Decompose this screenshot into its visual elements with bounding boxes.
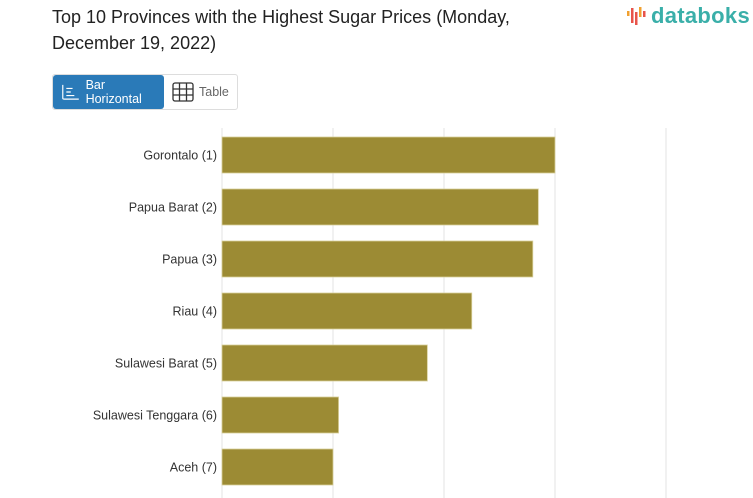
bar[interactable]: [221, 344, 428, 382]
table-icon: [172, 82, 194, 102]
bar[interactable]: [221, 292, 473, 330]
category-label: Riau (4): [173, 305, 217, 319]
chart-title: Top 10 Provinces with the Highest Sugar …: [52, 7, 510, 53]
logo-text: databoks: [651, 3, 750, 28]
bar[interactable]: [221, 188, 539, 226]
bar-horizontal-button[interactable]: Bar Horizontal: [53, 75, 164, 109]
databoks-logo-icon: [627, 7, 646, 25]
view-toggle: Bar Horizontal Table: [52, 74, 238, 110]
bar[interactable]: [221, 136, 556, 174]
bar[interactable]: [221, 240, 534, 278]
category-label: Sulawesi Barat (5): [115, 357, 217, 371]
category-label: Sulawesi Tenggara (6): [93, 409, 217, 423]
bar-chart-icon: [62, 84, 79, 100]
category-label: Papua (3): [162, 253, 217, 267]
databoks-logo: databoks: [626, 3, 750, 29]
table-label: Table: [199, 85, 229, 99]
table-button[interactable]: Table: [164, 75, 237, 109]
bar[interactable]: [221, 396, 339, 434]
bar[interactable]: [221, 448, 334, 486]
category-label: Aceh (7): [170, 461, 217, 475]
category-label: Gorontalo (1): [143, 149, 217, 163]
bar-horizontal-label: Bar Horizontal: [85, 78, 142, 106]
category-label: Papua Barat (2): [129, 201, 217, 215]
